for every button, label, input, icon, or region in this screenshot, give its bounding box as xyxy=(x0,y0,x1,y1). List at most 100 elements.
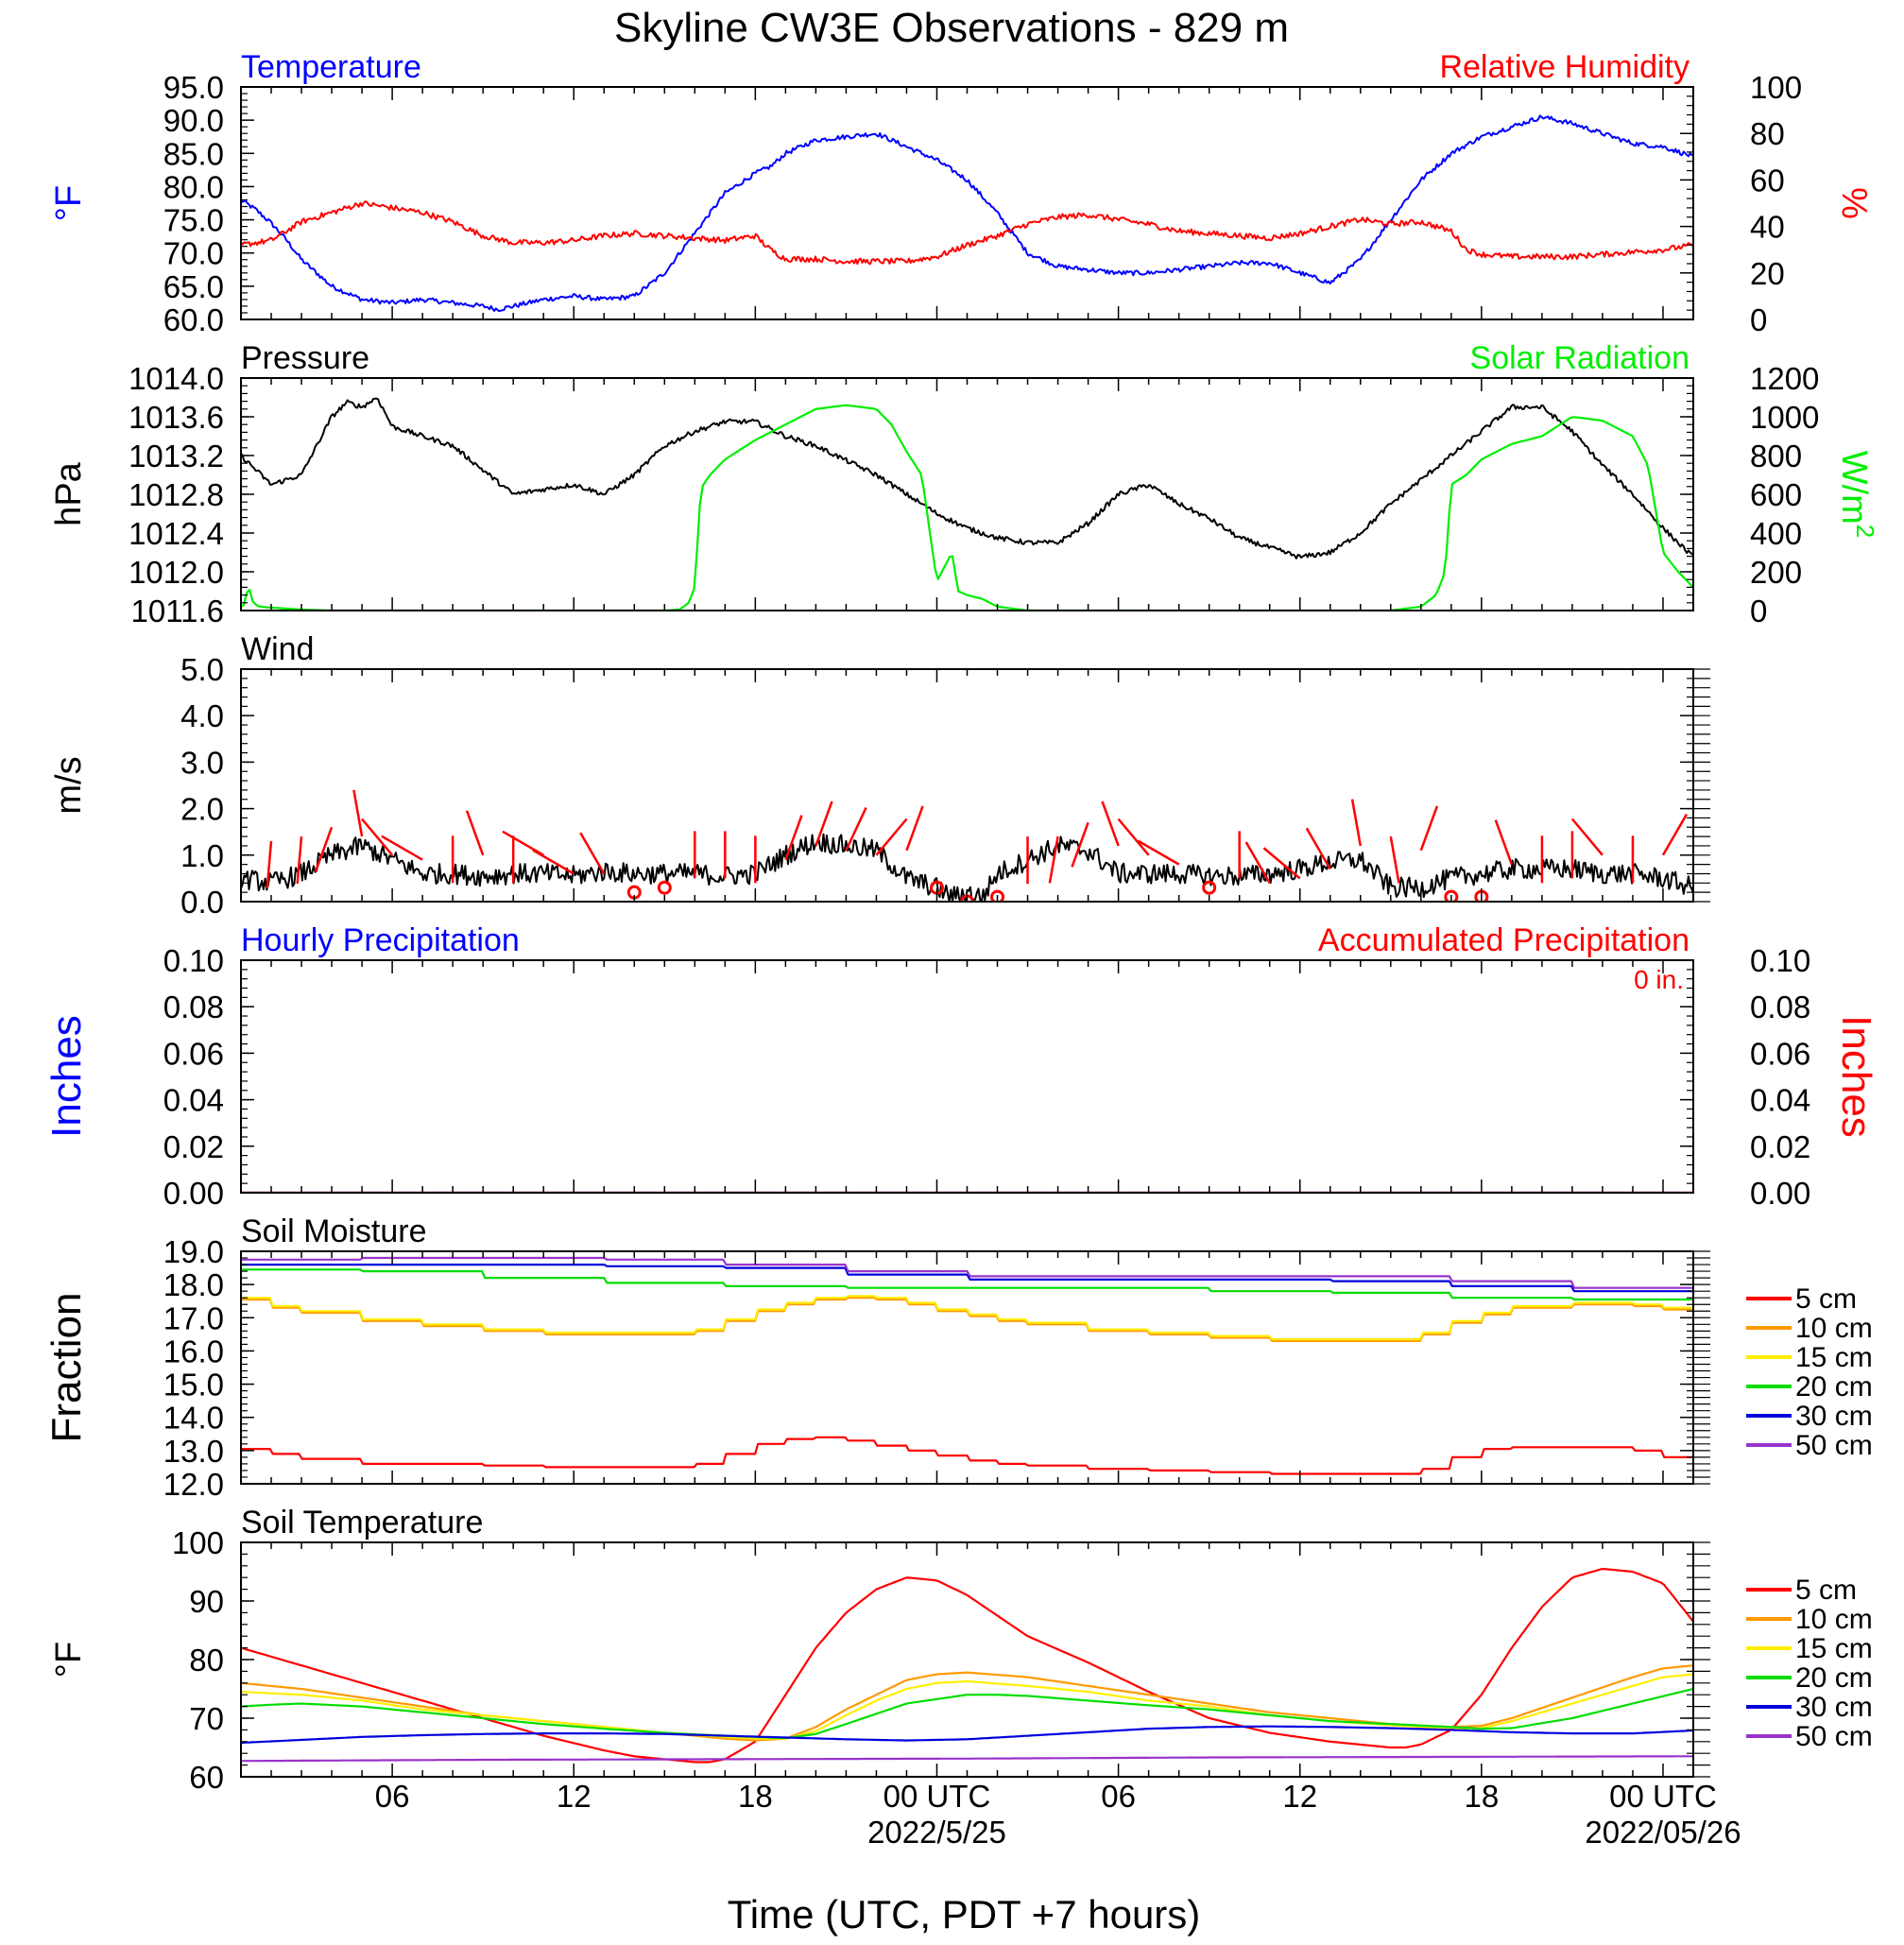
series-relative-humidity xyxy=(241,200,1693,266)
x-tick-label: 06 xyxy=(1101,1779,1136,1814)
panel-pres_solar: 1011.6 1012.0 1012.4 1012.8 1013.2 1013.6 1014… xyxy=(49,340,1879,628)
x-tick-label: 12 xyxy=(1282,1779,1317,1814)
y-left-tick-label: 0.10 xyxy=(163,943,224,978)
y-left-tick-label: 90 xyxy=(189,1584,224,1619)
series-group xyxy=(241,1256,1693,1475)
y-right-axis-label: W/m2 xyxy=(1834,451,1879,539)
wind-barb xyxy=(1305,827,1331,870)
y-right-tick-label: 0.08 xyxy=(1750,990,1810,1024)
wind-calm-marker xyxy=(1444,889,1459,902)
wind-barb xyxy=(784,815,803,861)
y-left-axis-label: Inches xyxy=(43,1015,90,1138)
wind-barb xyxy=(1570,818,1604,856)
panel-right-title: Accumulated Precipitation xyxy=(1318,922,1690,958)
wind-barb xyxy=(1101,800,1120,847)
wind-barb xyxy=(314,826,334,872)
y-left-tick-label: 90.0 xyxy=(163,103,224,138)
y-left-axis-label: °F xyxy=(49,185,89,221)
x-axis-label: Time (UTC, PDT +7 hours) xyxy=(728,1892,1201,1936)
series-group xyxy=(241,1567,1693,1764)
series-20-cm xyxy=(241,1687,1693,1740)
wind-barb xyxy=(296,836,303,885)
wind-barb xyxy=(381,835,423,861)
y-left-tick-label: 80 xyxy=(189,1643,224,1678)
panel-left-title: Wind xyxy=(241,631,314,667)
x-tick-label: 12 xyxy=(557,1779,592,1814)
series-10-cm xyxy=(241,1297,1693,1342)
y-right-tick-label: 1200 xyxy=(1750,361,1819,396)
y-left-tick-label: 0.06 xyxy=(163,1036,224,1071)
y-right-tick-label: 100 xyxy=(1750,70,1802,105)
y-left-tick-label: 80.0 xyxy=(163,169,224,204)
y-right-tick-label: 0 xyxy=(1750,302,1767,337)
y-left-tick-label: 1012.0 xyxy=(129,555,224,590)
series-50-cm xyxy=(241,1755,1693,1763)
y-left-tick-label: 16.0 xyxy=(163,1334,224,1368)
y-left-tick-label: 15.0 xyxy=(163,1368,224,1403)
wind-barb xyxy=(1117,818,1150,856)
wind-barb xyxy=(361,818,394,856)
panel-left-title: Temperature xyxy=(241,49,421,85)
legend-label: 10 cm xyxy=(1795,1604,1873,1635)
y-left-tick-label: 85.0 xyxy=(163,136,224,171)
panel-temp_rh: 60.065.070.075.080.085.090.095.0 0 20 40 60 8… xyxy=(49,49,1874,337)
wind-barb xyxy=(532,849,575,875)
legend-label: 15 cm xyxy=(1795,1342,1873,1373)
y-right-tick-label: 0.04 xyxy=(1750,1083,1810,1118)
y-left-tick-label: 3.0 xyxy=(180,745,224,780)
series-15-cm xyxy=(241,1673,1693,1740)
y-left-tick-label: 1013.6 xyxy=(129,400,224,435)
y-right-tick-label: 0.06 xyxy=(1750,1036,1810,1071)
panels: 60.065.070.075.080.085.090.095.002040608… xyxy=(43,49,1879,1795)
plot-frame xyxy=(240,86,1694,320)
wind-barb xyxy=(815,800,833,847)
series-pressure xyxy=(241,397,1693,559)
y-left-tick-label: 0.0 xyxy=(180,885,224,920)
series-50-cm xyxy=(241,1256,1693,1289)
series-30-cm xyxy=(241,1725,1693,1745)
y-right-tick-label: 20 xyxy=(1750,256,1785,291)
wind-barb xyxy=(1244,841,1271,884)
panel-left-title: Soil Moisture xyxy=(241,1213,427,1249)
y-left-tick-label: 0.00 xyxy=(163,1176,224,1211)
panel-wind: 0.0 1.0 2.0 3.0 4.0 5.0 Wind m/s xyxy=(49,631,1710,920)
y-left-tick-label: 12.0 xyxy=(163,1467,224,1502)
x-tick-label: 18 xyxy=(1464,1779,1499,1814)
panel-right-title: Relative Humidity xyxy=(1439,49,1690,85)
series-group xyxy=(241,114,1693,313)
wind-barb xyxy=(1419,805,1439,852)
series-20-cm xyxy=(241,1268,1693,1301)
y-left-tick-label: 0.04 xyxy=(163,1083,224,1118)
legend-label: 30 cm xyxy=(1795,1692,1873,1723)
wind-calm-marker xyxy=(1202,880,1217,895)
legend-label: 20 cm xyxy=(1795,1371,1873,1403)
legend-label: 10 cm xyxy=(1795,1313,1873,1344)
y-left-tick-label: 1.0 xyxy=(180,838,224,873)
y-right-tick-label: 400 xyxy=(1750,516,1802,551)
series-wind xyxy=(241,833,1693,902)
y-left-tick-label: 75.0 xyxy=(163,203,224,238)
series-15-cm xyxy=(241,1295,1693,1341)
series-5-cm xyxy=(241,1436,1693,1475)
plot-frame xyxy=(240,668,1694,903)
y-left-axis-label: Fraction xyxy=(43,1293,90,1443)
legend-label: 50 cm xyxy=(1795,1721,1873,1752)
wind-barb xyxy=(579,832,606,875)
y-left-tick-label: 1014.0 xyxy=(129,361,224,396)
y-right-tick-label: 60 xyxy=(1750,163,1785,198)
y-left-tick-label: 0.02 xyxy=(163,1129,224,1164)
y-right-tick-label: 0 xyxy=(1750,594,1767,628)
wind-barb xyxy=(1494,819,1514,866)
y-left-tick-label: 1012.4 xyxy=(129,516,224,551)
series-group xyxy=(241,397,1693,611)
legend-label: 15 cm xyxy=(1795,1633,1873,1664)
y-left-axis-label: °F xyxy=(49,1642,89,1678)
x-tick-date-label: 2022/05/26 xyxy=(1585,1815,1741,1850)
wind-barb xyxy=(465,810,485,856)
panel-precip: 0.00 0.02 0.04 0.06 0.08 0.10 0.00 0.02 0.04 0.06… xyxy=(43,922,1879,1211)
wind-barb xyxy=(905,805,924,852)
y-right-tick-label: 0.10 xyxy=(1750,943,1810,978)
